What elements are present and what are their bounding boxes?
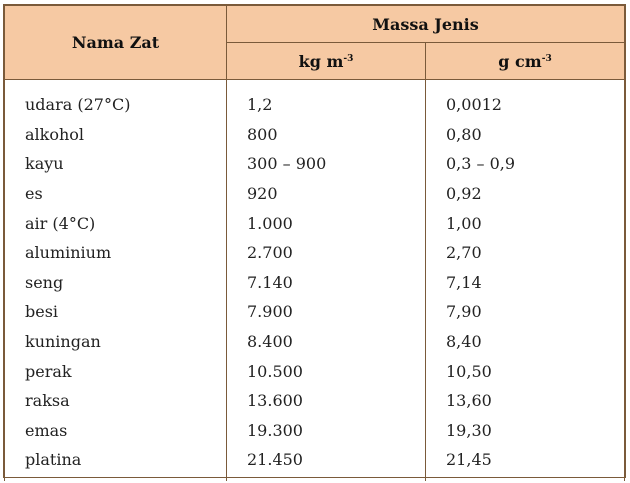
cell-kg: 13.600 (226, 385, 426, 416)
cell-g: 0,92 (425, 178, 625, 209)
cell-g: 21,45 (425, 445, 625, 481)
density-table: Nama Zat Massa Jenis kg m-3 g cm-3 udara… (4, 5, 625, 481)
table-row: kayu 300 – 900 0,3 – 0,9 (4, 149, 625, 179)
cell-g: 0,80 (425, 119, 625, 150)
table-row: kuningan 8.400 8,40 (4, 326, 625, 357)
table-row: raksa 13.600 13,60 (4, 385, 625, 416)
table-row: platina 21.450 21,45 (4, 445, 625, 481)
cell-kg: 21.450 (226, 445, 426, 481)
table-row: es 920 0,92 (4, 178, 625, 209)
table-row: besi 7.900 7,90 (4, 297, 625, 327)
cell-kg: 1.000 (226, 208, 426, 238)
cell-g: 7,14 (425, 267, 625, 298)
density-table-frame: Nama Zat Massa Jenis kg m-3 g cm-3 udara… (3, 4, 626, 481)
cell-g: 10,50 (425, 356, 625, 386)
cell-g: 1,00 (425, 208, 625, 238)
cell-zat: kayu (4, 149, 227, 179)
table-row: air (4°C) 1.000 1,00 (4, 208, 625, 238)
unit-kg-text: kg m (298, 51, 344, 71)
table-row: aluminium 2.700 2,70 (4, 237, 625, 268)
cell-g: 0,0012 (425, 90, 625, 120)
cell-kg: 920 (226, 178, 426, 209)
unit-kg-exponent: -3 (343, 53, 354, 64)
cell-kg: 7.900 (226, 297, 426, 327)
cell-zat: perak (4, 356, 227, 386)
cell-zat: es (4, 178, 227, 209)
table-row: alkohol 800 0,80 (4, 119, 625, 150)
table-row: perak 10.500 10,50 (4, 356, 625, 386)
unit-g-text: g cm (498, 51, 542, 71)
cell-kg: 800 (226, 119, 426, 150)
cell-g: 0,3 – 0,9 (425, 149, 625, 179)
cell-zat: udara (27°C) (4, 90, 227, 120)
cell-kg: 10.500 (226, 356, 426, 386)
table-row: udara (27°C) 1,2 0,0012 (4, 90, 625, 120)
spacer-row (4, 79, 625, 90)
cell-zat: platina (4, 445, 227, 481)
cell-zat: aluminium (4, 237, 227, 268)
cell-zat: emas (4, 415, 227, 446)
cell-zat: raksa (4, 385, 227, 416)
cell-g: 8,40 (425, 326, 625, 357)
header-unit-kg: kg m-3 (226, 42, 426, 80)
cell-kg: 8.400 (226, 326, 426, 357)
header-unit-g: g cm-3 (425, 42, 625, 80)
cell-zat: air (4°C) (4, 208, 227, 238)
cell-g: 2,70 (425, 237, 625, 268)
table-row: seng 7.140 7,14 (4, 267, 625, 298)
cell-g: 19,30 (425, 415, 625, 446)
cell-kg: 2.700 (226, 237, 426, 268)
table-row: emas 19.300 19,30 (4, 415, 625, 446)
cell-zat: alkohol (4, 119, 227, 150)
header-massa-jenis: Massa Jenis (226, 5, 625, 43)
cell-kg: 19.300 (226, 415, 426, 446)
cell-zat: seng (4, 267, 227, 298)
cell-kg: 300 – 900 (226, 149, 426, 179)
cell-kg: 1,2 (226, 90, 426, 120)
header-nama-zat: Nama Zat (4, 5, 227, 80)
cell-zat: besi (4, 297, 227, 327)
cell-g: 7,90 (425, 297, 625, 327)
cell-zat: kuningan (4, 326, 227, 357)
unit-g-exponent: -3 (541, 53, 552, 64)
cell-g: 13,60 (425, 385, 625, 416)
cell-kg: 7.140 (226, 267, 426, 298)
